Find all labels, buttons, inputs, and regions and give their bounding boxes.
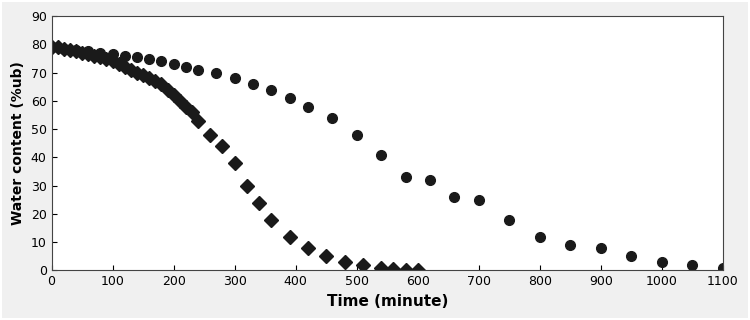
X-axis label: Time (minute): Time (minute) — [326, 294, 448, 309]
Y-axis label: Water content (%ub): Water content (%ub) — [11, 61, 25, 225]
